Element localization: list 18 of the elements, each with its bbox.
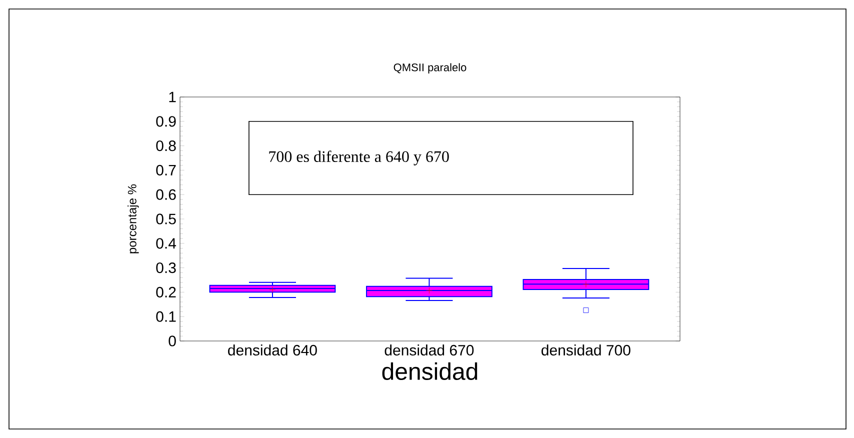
y-tick-label: 1 bbox=[169, 92, 176, 102]
x-tick-label: densidad 670 bbox=[384, 344, 474, 356]
y-tick-label: 0.6 bbox=[156, 189, 176, 200]
y-tick-label: 0.7 bbox=[156, 164, 176, 176]
y-tick-label: 0.1 bbox=[156, 311, 176, 322]
x-axis-title: densidad bbox=[382, 362, 478, 380]
annotation: 700 es diferente a 640 y 670 bbox=[269, 150, 449, 166]
x-tick-label: densidad 640 bbox=[228, 344, 317, 356]
y-tick-label: 0.8 bbox=[156, 140, 176, 152]
chart-title: QMSII paralelo bbox=[394, 63, 466, 74]
y-tick-label: 0.4 bbox=[156, 238, 176, 249]
y-tick-label: 0 bbox=[168, 336, 176, 346]
y-tick-label: 0.2 bbox=[156, 286, 176, 298]
y-tick-label: 0.9 bbox=[156, 116, 176, 127]
x-tick-label: densidad 700 bbox=[542, 344, 630, 356]
y-tick-label: 0.3 bbox=[156, 262, 176, 274]
y-tick-label: 0.5 bbox=[156, 214, 176, 224]
y-axis-title: porcentaje % bbox=[128, 184, 139, 254]
